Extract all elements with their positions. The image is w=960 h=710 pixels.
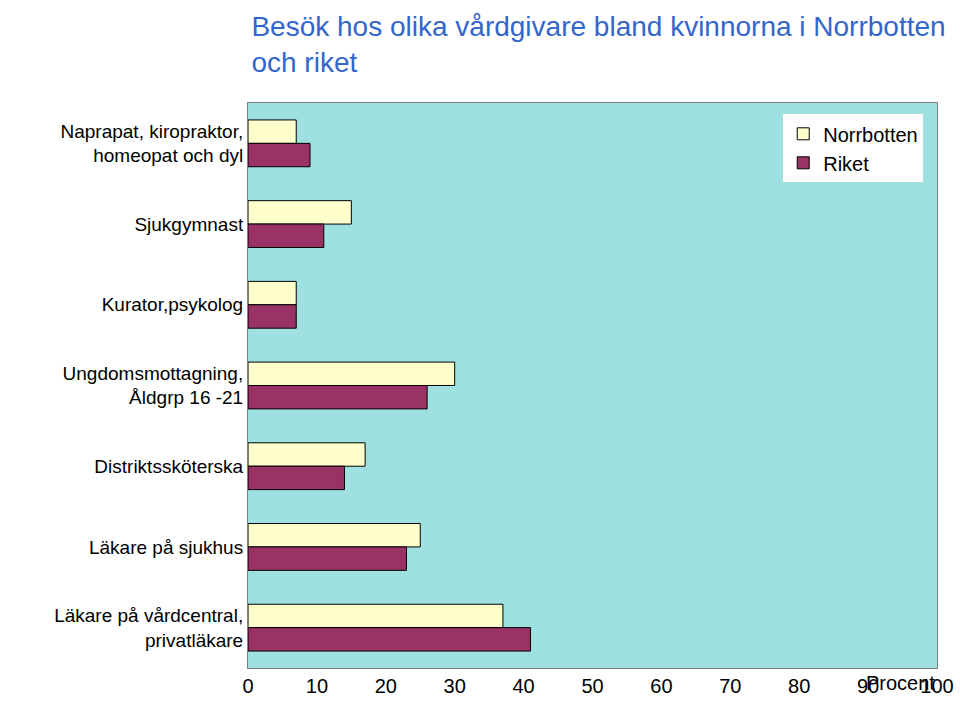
svg-text:Riket: Riket (823, 153, 869, 175)
svg-text:Läkare på vårdcentral,privatlä: Läkare på vårdcentral,privatläkare (54, 605, 243, 651)
svg-text:40: 40 (512, 675, 534, 697)
svg-text:100: 100 (920, 675, 953, 697)
svg-text:60: 60 (650, 675, 672, 697)
svg-text:Ungdomsmottagning,Åldgrp 16 -2: Ungdomsmottagning,Åldgrp 16 -21 (63, 363, 244, 409)
svg-text:10: 10 (306, 675, 328, 697)
svg-text:Procent: Procent (866, 672, 935, 694)
svg-text:Distriktssköterska: Distriktssköterska (94, 456, 243, 477)
svg-text:Naprapat, kiropraktor,homeopat: Naprapat, kiropraktor,homeopat och dyl (60, 121, 243, 167)
svg-text:80: 80 (788, 675, 810, 697)
svg-text:90: 90 (857, 675, 879, 697)
svg-text:50: 50 (581, 675, 603, 697)
svg-text:Kurator,psykolog: Kurator,psykolog (102, 294, 244, 315)
svg-text:20: 20 (375, 675, 397, 697)
svg-text:Sjukgymnast: Sjukgymnast (134, 214, 243, 235)
svg-text:70: 70 (719, 675, 741, 697)
svg-text:30: 30 (444, 675, 466, 697)
svg-text:0: 0 (242, 675, 253, 697)
svg-text:Läkare på sjukhus: Läkare på sjukhus (89, 537, 243, 558)
svg-text:Besök hos olika vårdgivare bla: Besök hos olika vårdgivare bland kvinnor… (251, 11, 945, 78)
svg-text:Norrbotten: Norrbotten (823, 124, 918, 146)
